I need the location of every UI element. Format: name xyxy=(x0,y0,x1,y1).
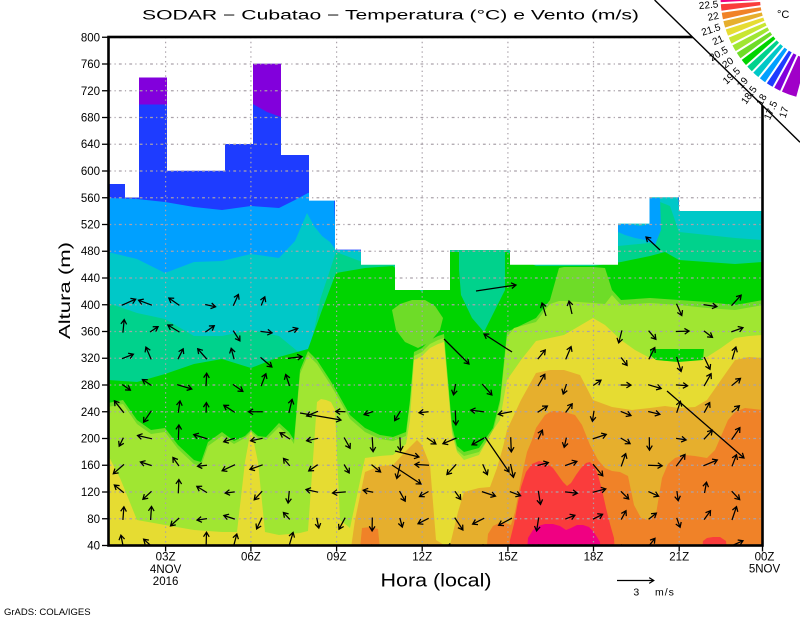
svg-text:360: 360 xyxy=(81,327,100,339)
svg-text:3: 3 xyxy=(633,587,639,599)
svg-text:800: 800 xyxy=(81,32,100,44)
svg-text:160: 160 xyxy=(81,460,100,472)
svg-text:GrADS: COLA/IGES: GrADS: COLA/IGES xyxy=(4,607,91,618)
svg-text:12Z: 12Z xyxy=(412,552,432,564)
svg-text:120: 120 xyxy=(81,487,100,499)
svg-text:280: 280 xyxy=(81,380,100,392)
svg-text:09Z: 09Z xyxy=(327,552,347,564)
svg-text:440: 440 xyxy=(81,273,100,285)
svg-text:18: 18 xyxy=(755,92,770,107)
svg-text:560: 560 xyxy=(81,193,100,205)
svg-text:06Z: 06Z xyxy=(241,552,261,564)
svg-text:17: 17 xyxy=(778,105,792,119)
svg-text:03Z: 03Z xyxy=(156,552,176,564)
svg-text:40: 40 xyxy=(87,541,100,553)
svg-text:760: 760 xyxy=(81,59,100,71)
svg-text:200: 200 xyxy=(81,434,100,446)
svg-text:400: 400 xyxy=(81,300,100,312)
svg-text:Hora (local): Hora (local) xyxy=(381,571,492,591)
svg-text:640: 640 xyxy=(81,139,100,151)
svg-text:21Z: 21Z xyxy=(669,552,689,564)
svg-text:21: 21 xyxy=(711,33,726,48)
svg-text:22: 22 xyxy=(707,11,721,24)
svg-text:720: 720 xyxy=(81,86,100,98)
svg-text:600: 600 xyxy=(81,166,100,178)
svg-text:2016: 2016 xyxy=(153,576,179,588)
svg-text:m/s: m/s xyxy=(655,587,675,599)
svg-text:4NOV: 4NOV xyxy=(150,564,182,576)
svg-text:00Z: 00Z xyxy=(755,552,775,564)
svg-text:SODAR − Cubatao − Temperatura: SODAR − Cubatao − Temperatura (°C) e Ven… xyxy=(142,8,639,23)
svg-text:5NOV: 5NOV xyxy=(749,564,781,576)
svg-text:480: 480 xyxy=(81,246,100,258)
svg-text:320: 320 xyxy=(81,353,100,365)
svg-text:18Z: 18Z xyxy=(584,552,604,564)
svg-text:22.5: 22.5 xyxy=(698,0,719,12)
svg-text:680: 680 xyxy=(81,113,100,125)
svg-text:80: 80 xyxy=(87,514,100,526)
svg-text:°C: °C xyxy=(777,9,789,21)
svg-text:Altura (m): Altura (m) xyxy=(57,242,74,339)
svg-text:15Z: 15Z xyxy=(498,552,518,564)
svg-text:240: 240 xyxy=(81,407,100,419)
svg-text:520: 520 xyxy=(81,220,100,232)
